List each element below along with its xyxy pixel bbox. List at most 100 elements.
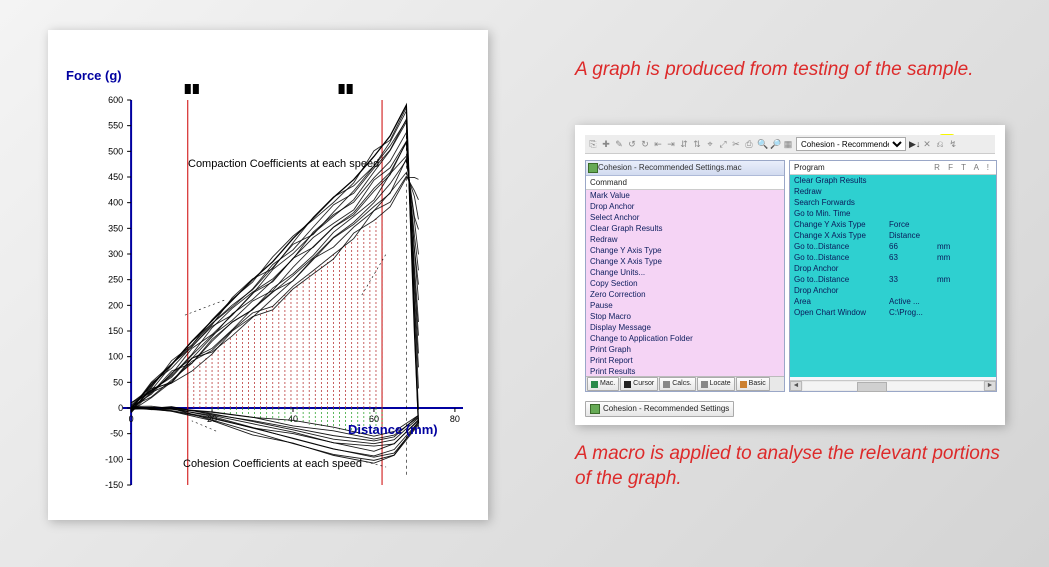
toolbar-icon[interactable]: ⤢ — [718, 139, 728, 149]
command-row[interactable]: Change to Application Folder — [586, 333, 784, 344]
svg-text:500: 500 — [108, 146, 123, 156]
program-cell — [937, 186, 965, 197]
scroll-right-arrow[interactable]: ► — [984, 381, 996, 391]
toolbar-icon[interactable]: ✕ — [922, 139, 932, 149]
button-icon — [624, 381, 631, 388]
x-axis-label: Distance (mm) — [348, 422, 438, 437]
svg-text:40: 40 — [288, 414, 298, 424]
program-cell: mm — [937, 274, 965, 285]
program-row[interactable]: Clear Graph Results — [790, 175, 996, 186]
toolbar-icon[interactable]: ↻ — [640, 139, 650, 149]
toolbar-icon[interactable]: ⎙ — [744, 139, 754, 149]
svg-text:300: 300 — [108, 249, 123, 259]
program-row[interactable]: Drop Anchor — [790, 285, 996, 296]
toolbar-icon[interactable]: ↯ — [948, 139, 958, 149]
command-row[interactable]: Clear Graph Results — [586, 223, 784, 234]
toolbar-icon[interactable]: ↺ — [627, 139, 637, 149]
program-cell: Open Chart Window — [794, 307, 889, 318]
program-row[interactable]: Redraw — [790, 186, 996, 197]
program-list: Clear Graph ResultsRedrawSearch Forwards… — [790, 175, 996, 377]
toolbar-macro-dropdown[interactable]: Cohesion - Recommended — [796, 137, 906, 151]
program-row[interactable]: Drop Anchor — [790, 263, 996, 274]
program-cell: Change Y Axis Type — [794, 219, 889, 230]
command-row[interactable]: Print Graph — [586, 344, 784, 355]
command-row[interactable]: Select Anchor — [586, 212, 784, 223]
program-cell: Go to..Distance — [794, 274, 889, 285]
toolbar-icon[interactable]: ✎ — [614, 139, 624, 149]
svg-text:200: 200 — [108, 300, 123, 310]
button-icon — [663, 381, 670, 388]
command-row[interactable]: Change X Axis Type — [586, 256, 784, 267]
chart-svg: -150-100-5005010015020025030035040045050… — [48, 30, 488, 520]
program-row[interactable]: Open Chart WindowC:\Prog... — [790, 307, 996, 318]
toolbar-icon[interactable]: ✚ — [601, 139, 611, 149]
program-cell — [937, 285, 965, 296]
program-cell — [937, 175, 965, 186]
program-row[interactable]: Change X Axis TypeDistance — [790, 230, 996, 241]
command-row[interactable]: Stop Macro — [586, 311, 784, 322]
program-cell — [937, 208, 965, 219]
toolbar-icon[interactable]: 🔍 — [757, 139, 767, 149]
taskbar-item[interactable]: Cohesion - Recommended Settings — [585, 401, 734, 417]
toolbar-icon[interactable]: ⇤ — [653, 139, 663, 149]
caption-top: A graph is produced from testing of the … — [575, 58, 975, 83]
program-cell: Active ... — [889, 296, 937, 307]
program-cell — [937, 230, 965, 241]
toolbar-icon[interactable]: ⇅ — [692, 139, 702, 149]
command-row[interactable]: Mark Value — [586, 190, 784, 201]
command-row[interactable]: Display Message — [586, 322, 784, 333]
program-cell: 66 — [889, 241, 937, 252]
svg-text:550: 550 — [108, 121, 123, 131]
command-window-titlebar[interactable]: Cohesion - Recommended Settings.mac — [586, 161, 784, 176]
command-row[interactable]: Zero Correction — [586, 289, 784, 300]
command-row[interactable]: Change Units... — [586, 267, 784, 278]
locate-button[interactable]: Locate — [697, 377, 735, 391]
command-row[interactable]: Redraw — [586, 234, 784, 245]
program-cell: Area — [794, 296, 889, 307]
button-icon — [591, 381, 598, 388]
program-row[interactable]: Go to..Distance63mm — [790, 252, 996, 263]
program-cell — [889, 186, 937, 197]
scroll-thumb[interactable] — [857, 382, 887, 392]
program-row[interactable]: Go to..Distance66mm — [790, 241, 996, 252]
svg-text:350: 350 — [108, 223, 123, 233]
command-row[interactable]: Change Y Axis Type — [586, 245, 784, 256]
run-macro-icon[interactable]: ▶↓ — [909, 139, 919, 149]
command-row[interactable]: Pause — [586, 300, 784, 311]
command-row[interactable]: Copy Section — [586, 278, 784, 289]
program-hscrollbar[interactable]: ◄ ► — [790, 380, 996, 391]
toolbar-icon[interactable]: 🔎 — [770, 139, 780, 149]
program-cell: Force — [889, 219, 937, 230]
program-row[interactable]: Change Y Axis TypeForce — [790, 219, 996, 230]
program-row[interactable]: Go to Min. Time — [790, 208, 996, 219]
mac-button[interactable]: Mac. — [587, 377, 619, 391]
command-row[interactable]: Print Report — [586, 355, 784, 366]
toolbar-icon[interactable]: ⎌ — [935, 139, 945, 149]
program-cell — [937, 263, 965, 274]
program-row[interactable]: Go to..Distance33mm — [790, 274, 996, 285]
svg-text:600: 600 — [108, 95, 123, 105]
button-label: Mac. — [600, 378, 615, 390]
program-row[interactable]: AreaActive ... — [790, 296, 996, 307]
toolbar: ⎘ ✚ ✎ ↺ ↻ ⇤ ⇥ ⇵ ⇅ ⌖ ⤢ ✂ ⎙ 🔍 🔎 ▦ Cohesion… — [585, 135, 995, 154]
scroll-left-arrow[interactable]: ◄ — [790, 381, 802, 391]
program-cell — [937, 296, 965, 307]
toolbar-icon[interactable]: ⇥ — [666, 139, 676, 149]
command-row[interactable]: Print Results — [586, 366, 784, 376]
cursor-button[interactable]: Cursor — [620, 377, 658, 391]
basic-button[interactable]: Basic — [736, 377, 770, 391]
toolbar-icon[interactable]: ⎘ — [588, 139, 598, 149]
button-label: Basic — [749, 378, 766, 390]
command-row[interactable]: Drop Anchor — [586, 201, 784, 212]
svg-text:0: 0 — [129, 414, 134, 424]
toolbar-icon[interactable]: ⌖ — [705, 139, 715, 149]
svg-text:80: 80 — [450, 414, 460, 424]
toolbar-icon[interactable]: ⇵ — [679, 139, 689, 149]
program-row[interactable]: Search Forwards — [790, 197, 996, 208]
toolbar-icon[interactable]: ✂ — [731, 139, 741, 149]
toolbar-icon[interactable]: ▦ — [783, 139, 793, 149]
command-window: Cohesion - Recommended Settings.mac Comm… — [585, 160, 785, 392]
calcs-button[interactable]: Calcs. — [659, 377, 695, 391]
scroll-track[interactable] — [803, 382, 983, 390]
program-header-title: Program — [794, 163, 825, 172]
